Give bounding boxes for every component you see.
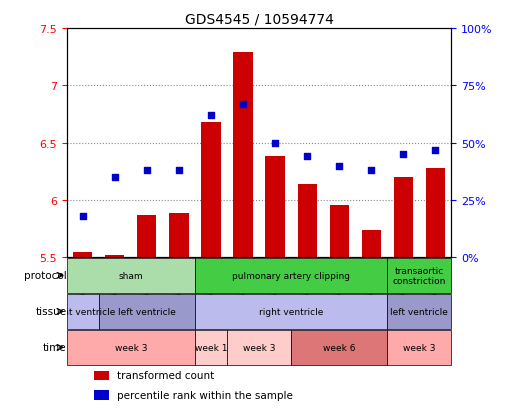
Bar: [93, 390, 109, 400]
Text: left ventricle: left ventricle: [390, 307, 448, 316]
FancyBboxPatch shape: [227, 330, 291, 365]
Bar: [426, 169, 445, 258]
Point: [239, 101, 247, 108]
Bar: [233, 53, 252, 258]
Bar: [298, 185, 317, 258]
Point: [431, 147, 440, 154]
Text: percentile rank within the sample: percentile rank within the sample: [116, 390, 292, 400]
Text: transformed count: transformed count: [116, 370, 214, 380]
Text: week 6: week 6: [323, 343, 356, 352]
Bar: [362, 230, 381, 258]
Bar: [93, 370, 109, 380]
Bar: [393, 178, 413, 258]
Bar: [169, 213, 189, 258]
Bar: [73, 252, 92, 258]
Text: week 3: week 3: [243, 343, 275, 352]
Bar: [137, 215, 156, 258]
FancyBboxPatch shape: [387, 330, 451, 365]
Point: [367, 167, 376, 174]
FancyBboxPatch shape: [67, 259, 195, 293]
FancyBboxPatch shape: [387, 294, 451, 329]
Point: [335, 163, 343, 169]
FancyBboxPatch shape: [195, 330, 227, 365]
Bar: [265, 157, 285, 258]
Text: right ventricle: right ventricle: [259, 307, 323, 316]
Text: sham: sham: [119, 271, 143, 280]
Text: right ventricle: right ventricle: [51, 307, 115, 316]
Point: [111, 174, 119, 181]
Text: time: time: [43, 342, 67, 353]
FancyBboxPatch shape: [291, 330, 387, 365]
Title: GDS4545 / 10594774: GDS4545 / 10594774: [185, 12, 333, 26]
FancyBboxPatch shape: [195, 294, 387, 329]
Text: pulmonary artery clipping: pulmonary artery clipping: [232, 271, 350, 280]
Text: transaortic
constriction: transaortic constriction: [392, 266, 446, 285]
Point: [143, 167, 151, 174]
Text: week 3: week 3: [114, 343, 147, 352]
Point: [399, 152, 407, 158]
Point: [207, 112, 215, 119]
FancyBboxPatch shape: [98, 294, 195, 329]
Bar: [105, 255, 124, 258]
FancyBboxPatch shape: [195, 259, 387, 293]
Text: week 1: week 1: [195, 343, 227, 352]
Text: tissue: tissue: [35, 306, 67, 317]
Point: [303, 154, 311, 160]
Point: [271, 140, 279, 147]
FancyBboxPatch shape: [67, 294, 98, 329]
Point: [78, 213, 87, 220]
Bar: [201, 123, 221, 258]
FancyBboxPatch shape: [67, 330, 195, 365]
Text: protocol: protocol: [24, 271, 67, 281]
FancyBboxPatch shape: [387, 259, 451, 293]
Text: week 3: week 3: [403, 343, 436, 352]
Point: [175, 167, 183, 174]
Bar: [329, 205, 349, 258]
Text: left ventricle: left ventricle: [118, 307, 176, 316]
